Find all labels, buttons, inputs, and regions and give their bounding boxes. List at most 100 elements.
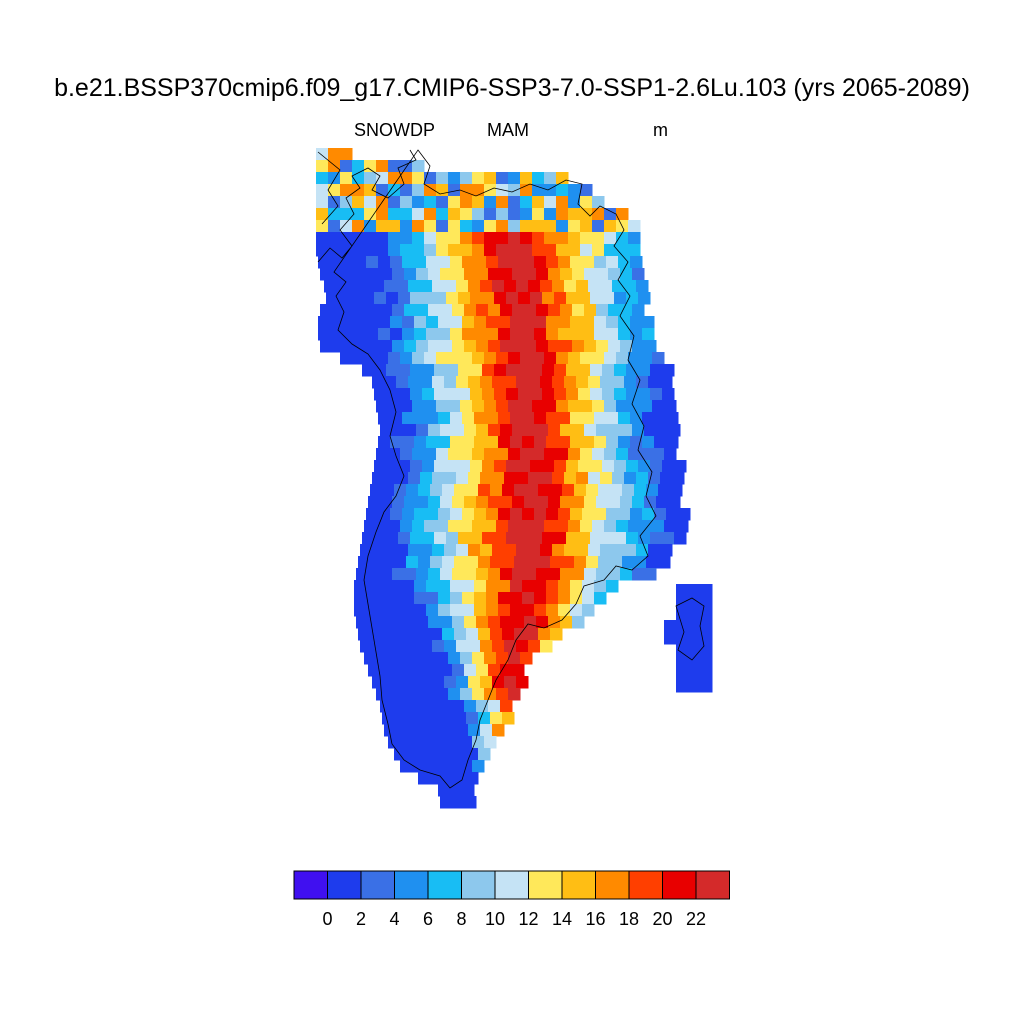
grid-cell	[574, 484, 587, 497]
grid-cell	[450, 604, 463, 617]
grid-cell	[470, 292, 483, 305]
grid-cell	[582, 412, 595, 425]
grid-cell	[496, 652, 509, 665]
grid-cell	[362, 364, 375, 377]
grid-cell	[632, 340, 645, 353]
grid-cell	[406, 628, 419, 641]
grid-cell	[430, 484, 443, 497]
grid-cell	[440, 796, 453, 809]
grid-cell	[554, 364, 567, 377]
grid-cell	[526, 484, 539, 497]
grid-cell	[438, 412, 451, 425]
grid-cell	[568, 520, 581, 533]
grid-cell	[552, 472, 565, 485]
grid-cell	[376, 400, 389, 413]
grid-cell	[460, 520, 473, 533]
colorbar-labels: 0 2 4 6 8 10 12 14 16 18 20 22	[322, 909, 706, 929]
grid-cell	[396, 640, 409, 653]
grid-cell	[468, 544, 481, 557]
grid-cell	[434, 388, 447, 401]
grid-cell	[430, 712, 443, 725]
grid-cell	[522, 508, 535, 521]
grid-cell	[612, 544, 625, 557]
grid-cell	[490, 712, 503, 725]
grid-cell	[532, 352, 545, 365]
grid-cell	[450, 436, 463, 449]
grid-cell	[472, 196, 485, 209]
colorbar-tick-label: 6	[423, 909, 433, 929]
grid-cell	[602, 532, 615, 545]
grid-cell	[420, 280, 433, 293]
grid-cell	[410, 364, 423, 377]
grid-cell	[488, 700, 501, 713]
grid-cell	[654, 436, 667, 449]
grid-cell	[428, 424, 441, 437]
grid-cell	[616, 244, 629, 257]
grid-cell	[424, 400, 437, 413]
grid-cell	[620, 424, 633, 437]
grid-cell	[388, 520, 401, 533]
grid-cell	[664, 400, 677, 413]
grid-cell	[644, 340, 657, 353]
grid-cell	[428, 700, 441, 713]
colorbar-box	[695, 870, 730, 900]
grid-cell	[368, 304, 381, 317]
grid-cell	[564, 280, 577, 293]
grid-cell	[466, 556, 479, 569]
grid-cell	[632, 424, 645, 437]
grid-cell	[388, 196, 401, 209]
grid-cell	[700, 680, 713, 693]
grid-cell	[436, 520, 449, 533]
grid-cell	[652, 352, 665, 365]
grid-cell	[486, 436, 499, 449]
grid-cell	[604, 448, 617, 461]
grid-cell	[628, 520, 641, 533]
grid-cell	[378, 508, 391, 521]
grid-cell	[386, 532, 399, 545]
grid-cell	[626, 364, 639, 377]
colorbar-boxes	[293, 870, 730, 900]
grid-cell	[476, 664, 489, 677]
grid-cell	[448, 196, 461, 209]
grid-cell	[378, 580, 391, 593]
grid-cell	[504, 472, 517, 485]
grid-cell	[532, 232, 545, 245]
grid-cell	[568, 208, 581, 221]
grid-cell	[548, 496, 561, 509]
grid-cell	[438, 784, 451, 797]
grid-cell	[502, 556, 515, 569]
grid-cell	[476, 304, 489, 317]
grid-cell	[380, 304, 393, 317]
grid-cell	[700, 668, 713, 681]
grid-cell	[588, 544, 601, 557]
grid-cell	[532, 172, 545, 185]
grid-cell	[566, 460, 579, 473]
grid-cell	[364, 520, 377, 533]
grid-cell	[440, 496, 453, 509]
grid-cell	[412, 760, 425, 773]
grid-cell	[354, 316, 367, 329]
grid-cell	[536, 568, 549, 581]
grid-cell	[340, 352, 353, 365]
grid-cell	[466, 484, 479, 497]
grid-cell	[450, 508, 463, 521]
grid-cell	[436, 448, 449, 461]
grid-cell	[536, 268, 549, 281]
grid-cell	[486, 412, 499, 425]
grid-cell	[444, 472, 457, 485]
grid-cell	[418, 628, 431, 641]
grid-cell	[542, 388, 555, 401]
grid-cell	[484, 448, 497, 461]
grid-cell	[376, 448, 389, 461]
grid-cell	[592, 520, 605, 533]
grid-cell	[464, 616, 477, 629]
grid-cell	[666, 436, 679, 449]
grid-cell	[554, 532, 567, 545]
grid-cell	[432, 280, 445, 293]
grid-cell	[544, 352, 557, 365]
grid-cell	[426, 604, 439, 617]
grid-cell	[496, 172, 509, 185]
grid-cell	[498, 508, 511, 521]
grid-cell	[354, 256, 367, 269]
grid-cell	[642, 508, 655, 521]
